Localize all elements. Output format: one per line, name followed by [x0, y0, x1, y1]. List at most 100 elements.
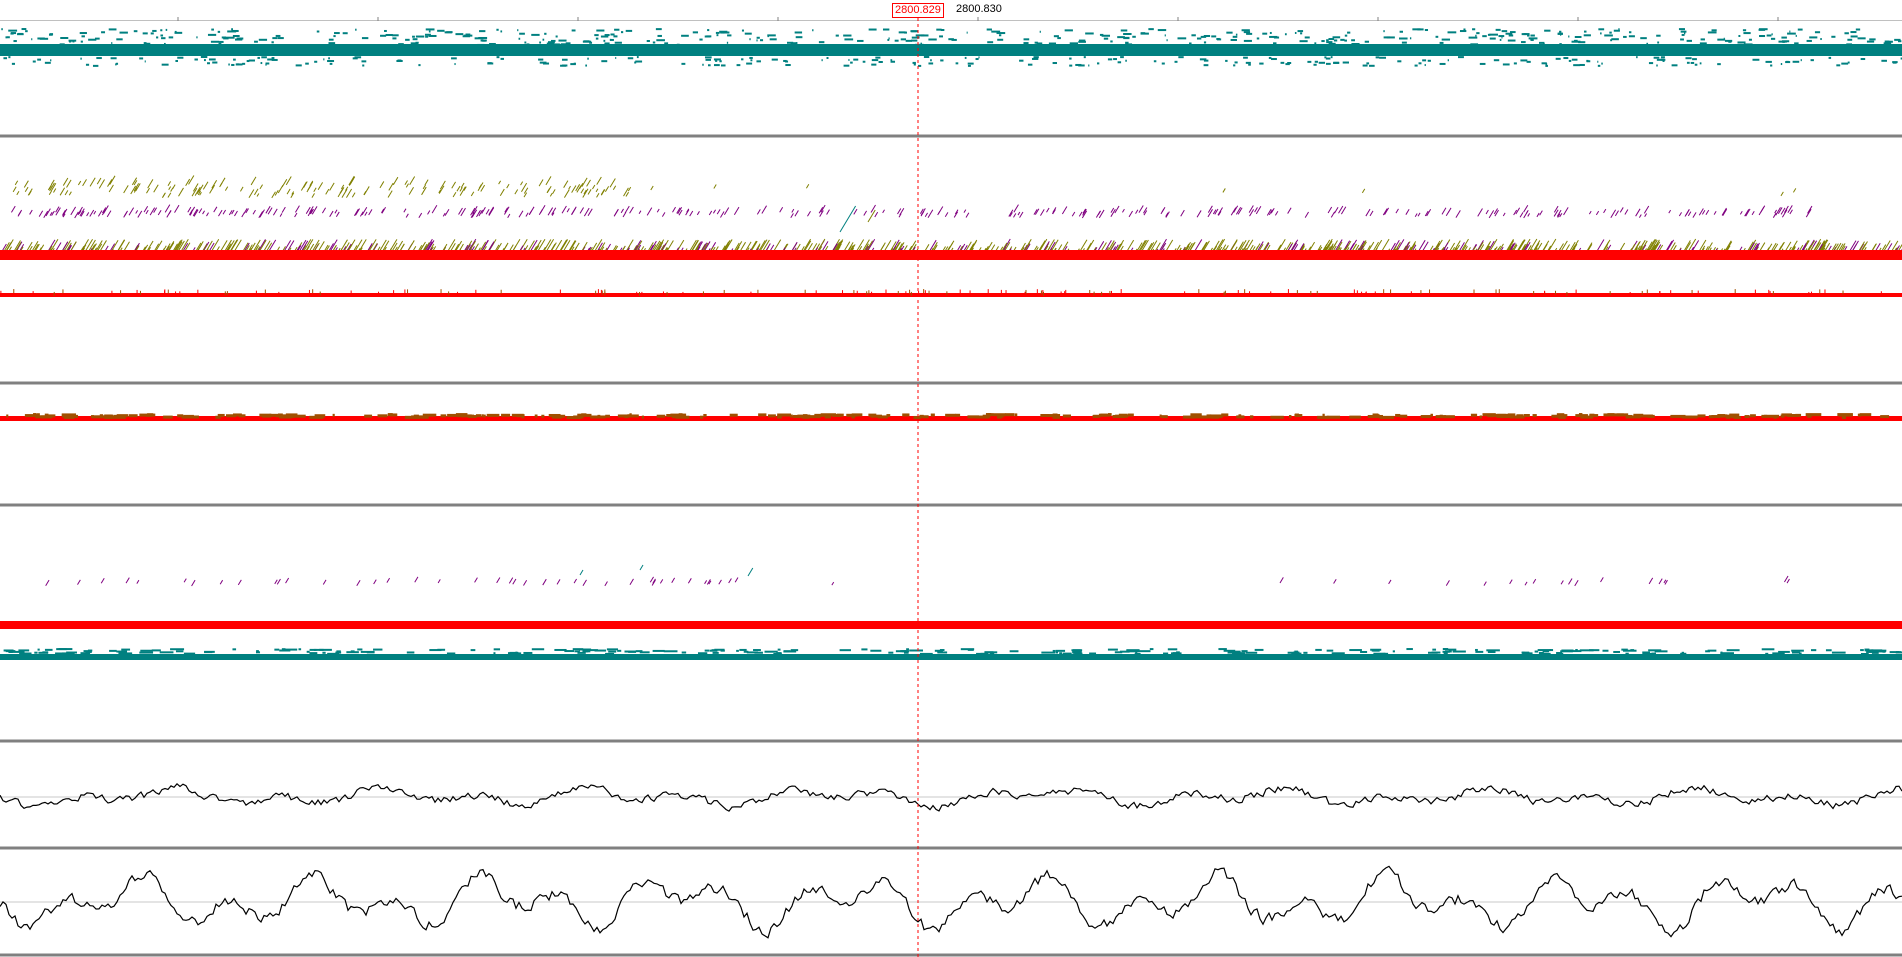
feature-mark — [923, 56, 930, 59]
track-1[interactable] — [0, 28, 1902, 67]
feature-mark — [759, 239, 768, 253]
feature-mark — [1568, 578, 1573, 585]
feature-mark — [681, 34, 689, 37]
track-5[interactable] — [0, 564, 1902, 629]
feature-mark — [368, 239, 377, 253]
feature-mark — [545, 239, 555, 253]
feature-mark — [308, 289, 310, 294]
feature-mark — [554, 648, 567, 651]
feature-mark — [965, 212, 970, 218]
feature-mark — [937, 650, 943, 653]
feature-mark — [422, 413, 437, 417]
feature-mark — [178, 187, 184, 197]
track-8[interactable] — [0, 865, 1902, 939]
feature-mark — [1568, 650, 1582, 653]
feature-mark — [183, 415, 199, 419]
feature-mark — [354, 239, 363, 253]
feature-mark — [882, 28, 890, 31]
feature-mark — [361, 206, 368, 216]
feature-mark — [824, 415, 831, 419]
feature-mark — [1395, 413, 1401, 417]
feature-mark — [975, 58, 979, 61]
feature-mark — [364, 211, 368, 216]
feature-mark — [267, 58, 275, 61]
feature-mark — [639, 291, 641, 296]
feature-mark — [51, 210, 55, 216]
feature-mark — [218, 42, 222, 45]
track-7[interactable] — [0, 782, 1902, 812]
feature-mark — [314, 414, 326, 418]
track-6[interactable] — [0, 648, 1902, 660]
feature-mark — [1764, 414, 1780, 418]
feature-mark — [496, 56, 500, 59]
feature-mark — [785, 64, 791, 67]
feature-mark — [786, 41, 794, 44]
feature-mark — [1494, 209, 1499, 217]
feature-mark — [149, 207, 156, 216]
track-2[interactable] — [0, 175, 1902, 260]
feature-mark — [1745, 208, 1751, 217]
feature-mark — [467, 238, 477, 253]
feature-mark — [323, 58, 325, 61]
feature-mark — [1768, 289, 1770, 294]
feature-mark — [1050, 239, 1059, 253]
feature-mark — [927, 209, 934, 218]
feature-mark — [946, 291, 948, 296]
feature-mark — [1683, 32, 1686, 35]
feature-mark — [601, 290, 603, 295]
feature-mark — [556, 579, 561, 585]
feature-mark — [549, 193, 553, 197]
feature-mark — [1699, 42, 1707, 45]
feature-mark — [919, 652, 933, 655]
feature-mark — [712, 209, 717, 214]
track-4[interactable] — [0, 413, 1902, 421]
feature-mark — [1316, 290, 1318, 295]
feature-mark — [980, 652, 989, 655]
feature-mark — [1055, 651, 1059, 654]
feature-marks — [1, 175, 1902, 253]
feature-mark — [481, 414, 484, 418]
feature-mark — [232, 413, 242, 417]
feature-mark — [1889, 651, 1902, 654]
feature-mark — [604, 34, 610, 37]
feature-mark — [1640, 37, 1647, 40]
feature-mark — [84, 238, 93, 253]
track-3[interactable] — [0, 289, 1902, 297]
feature-mark — [1761, 414, 1768, 418]
feature-mark — [985, 651, 998, 654]
feature-mark — [1338, 205, 1344, 214]
feature-mark — [1246, 32, 1253, 35]
feature-mark — [415, 35, 425, 38]
feature-mark — [736, 64, 741, 67]
feature-mark — [635, 650, 643, 653]
feature-mark — [612, 185, 617, 191]
feature-mark — [1203, 41, 1207, 44]
feature-mark — [1238, 414, 1242, 418]
feature-mark — [1383, 652, 1389, 655]
feature-mark — [412, 35, 415, 38]
feature-mark — [577, 651, 586, 654]
feature-mark — [1752, 58, 1760, 61]
feature-mark — [795, 42, 798, 45]
feature-mark — [531, 648, 545, 651]
feature-mark — [413, 414, 419, 418]
feature-mark — [746, 651, 759, 654]
feature-mark — [622, 211, 627, 218]
feature-mark — [744, 32, 752, 35]
feature-mark — [548, 41, 555, 44]
feature-mark — [923, 289, 925, 294]
feature-mark — [1860, 652, 1869, 655]
feature-mark — [1733, 415, 1741, 419]
feature-mark — [101, 31, 106, 34]
feature-mark — [1326, 415, 1341, 419]
feature-mark — [583, 189, 587, 195]
feature-mark — [891, 239, 900, 253]
feature-mark — [1023, 42, 1029, 45]
feature-mark — [333, 35, 336, 38]
feature-mark — [1135, 651, 1138, 654]
feature-mark — [255, 290, 257, 295]
feature-mark — [157, 209, 162, 216]
feature-mark — [807, 210, 811, 217]
